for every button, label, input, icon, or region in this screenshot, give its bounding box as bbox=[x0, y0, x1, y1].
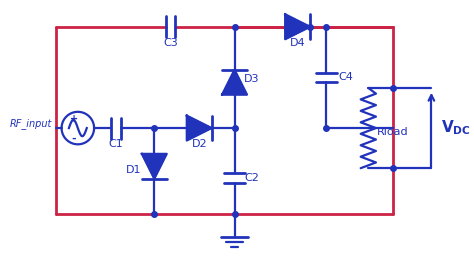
Polygon shape bbox=[187, 116, 211, 140]
Text: C4: C4 bbox=[338, 73, 353, 82]
Text: RF_input: RF_input bbox=[9, 118, 52, 129]
Text: Rload: Rload bbox=[377, 127, 409, 137]
Text: D2: D2 bbox=[191, 139, 207, 149]
Text: +: + bbox=[70, 114, 78, 125]
Polygon shape bbox=[285, 14, 310, 39]
Text: C1: C1 bbox=[109, 139, 123, 149]
Text: -: - bbox=[72, 134, 76, 143]
Text: C3: C3 bbox=[163, 38, 178, 48]
Text: D3: D3 bbox=[244, 74, 259, 84]
Polygon shape bbox=[142, 154, 167, 179]
Text: D1: D1 bbox=[126, 165, 141, 175]
Text: V$_\mathregular{DC}$: V$_\mathregular{DC}$ bbox=[441, 119, 471, 138]
Polygon shape bbox=[222, 70, 247, 95]
Text: C2: C2 bbox=[244, 173, 259, 183]
Text: D4: D4 bbox=[290, 38, 305, 48]
